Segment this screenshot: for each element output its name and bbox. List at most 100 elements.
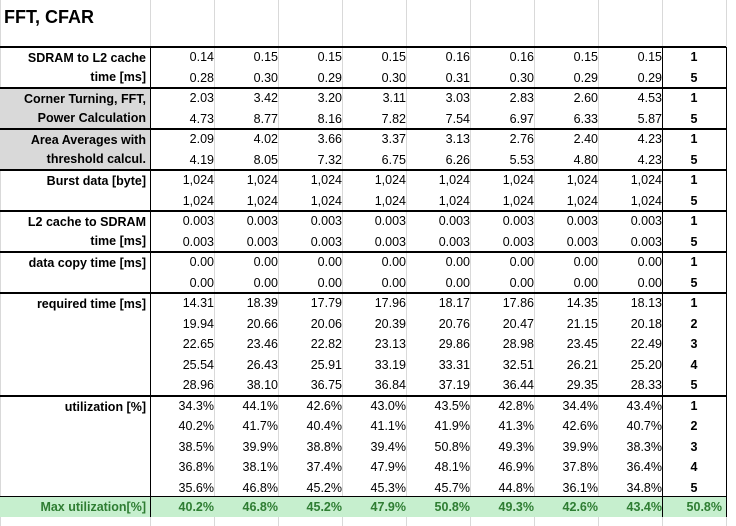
table-cell: 3.66 (317, 132, 342, 146)
table-cell: 28.98 (502, 337, 534, 351)
table-cell: 0.00 (445, 275, 470, 290)
table-cell: 28.96 (182, 378, 214, 392)
row-index: 1 (690, 398, 698, 413)
max-utilization-overall: 50.8% (686, 500, 722, 514)
table-cell: 2.76 (509, 132, 534, 146)
table-cell: 42.6% (306, 398, 342, 413)
page-title: FFT, CFAR (4, 7, 94, 27)
row-index: 1 (690, 255, 698, 269)
table-cell: 1,024 (374, 173, 406, 187)
table-cell: 0.29 (317, 70, 342, 85)
row-index: 5 (690, 193, 698, 208)
table-cell: 6.97 (509, 111, 534, 126)
table-cell: 0.00 (381, 275, 406, 290)
row-index: 2 (690, 316, 698, 331)
table-cell: 3.03 (445, 91, 470, 105)
grid-col-line (342, 0, 343, 526)
table-cell: 36.1% (562, 480, 598, 495)
label-highlight (0, 89, 150, 129)
table-cell: 23.45 (566, 337, 598, 351)
row-label: Area Averages with threshold calcul. (30, 133, 146, 166)
table-cell: 7.54 (445, 111, 470, 126)
table-cell: 0.00 (573, 275, 598, 290)
table-cell: 43.0% (370, 398, 406, 413)
table-cell: 23.13 (374, 337, 406, 351)
table-cell: 0.00 (509, 255, 534, 269)
table-cell: 1,024 (246, 193, 278, 208)
table-cell: 38.10 (246, 378, 278, 392)
row-index: 1 (690, 296, 698, 310)
block-separator (0, 87, 726, 89)
table-cell: 36.8% (178, 460, 214, 474)
table-cell: 0.15 (253, 50, 278, 64)
table-cell: 0.15 (637, 50, 662, 64)
table-cell: 3.11 (382, 91, 406, 105)
table-cell: 47.9% (370, 460, 406, 474)
row-index: 5 (690, 234, 698, 249)
table-cell: 2.83 (509, 91, 534, 105)
table-cell: 1,024 (374, 193, 406, 208)
block-separator (0, 46, 726, 48)
table-cell: 0.00 (317, 255, 342, 269)
table-cell: 0.29 (573, 70, 598, 85)
table-cell: 20.47 (502, 316, 534, 331)
table-cell: 32.51 (502, 357, 534, 372)
table-cell: 46.8% (242, 480, 278, 495)
table-cell: 1,024 (566, 193, 598, 208)
table-cell: 0.003 (374, 234, 406, 249)
table-cell: 38.8% (306, 439, 342, 454)
table-cell: 0.00 (317, 275, 342, 290)
row-index: 3 (690, 337, 698, 351)
table-cell: 36.44 (502, 378, 534, 392)
table-cell: 33.31 (438, 357, 470, 372)
table-cell: 25.54 (182, 357, 214, 372)
table-cell: 0.003 (246, 234, 278, 249)
max-utilization-value: 45.2% (306, 500, 342, 514)
table-cell: 1,024 (438, 193, 470, 208)
grid-col-line (470, 0, 471, 526)
table-cell: 3.42 (253, 91, 278, 105)
table-cell: 7.32 (317, 152, 342, 167)
table-cell: 0.00 (189, 275, 214, 290)
table-cell: 1,024 (310, 193, 342, 208)
table-cell: 0.003 (630, 214, 662, 228)
block-separator (0, 394, 726, 397)
table-cell: 44.8% (498, 480, 534, 495)
table-cell: 7.82 (381, 111, 406, 126)
max-utilization-value: 43.4% (626, 500, 662, 514)
table-cell: 20.76 (438, 316, 470, 331)
row-label: L2 cache to SDRAM time [ms] (27, 215, 146, 248)
table-cell: 20.39 (374, 316, 406, 331)
row-index: 4 (690, 460, 698, 474)
table-cell: 3.13 (445, 132, 470, 146)
table-cell: 22.65 (182, 337, 214, 351)
table-cell: 4.80 (573, 152, 598, 167)
table-cell: 17.96 (374, 296, 406, 310)
table-cell: 37.19 (438, 378, 470, 392)
table-cell: 1,024 (630, 193, 662, 208)
table-cell: 18.13 (630, 296, 662, 310)
table-cell: 14.31 (182, 296, 214, 310)
row-label: utilization [%] (64, 399, 146, 414)
table-cell: 34.4% (562, 398, 598, 413)
table-cell: 37.4% (306, 460, 342, 474)
block-separator (0, 292, 726, 294)
table-cell: 0.16 (445, 50, 470, 64)
grid-col-line (214, 0, 215, 526)
table-cell: 26.43 (246, 357, 278, 372)
table-cell: 3.20 (317, 91, 342, 105)
table-cell: 0.00 (381, 255, 406, 269)
table-cell: 26.21 (566, 357, 598, 372)
table-cell: 5.87 (637, 111, 662, 126)
block-separator (0, 210, 726, 212)
table-cell: 36.4% (626, 460, 662, 474)
row-index: 5 (690, 275, 698, 290)
block-separator (0, 169, 726, 171)
max-utilization-value: 42.6% (562, 500, 598, 514)
table-cell: 0.00 (253, 255, 278, 269)
table-cell: 41.9% (434, 419, 470, 433)
table-cell: 34.3% (178, 398, 214, 413)
row-index: 3 (690, 439, 698, 454)
table-cell: 41.1% (370, 419, 406, 433)
